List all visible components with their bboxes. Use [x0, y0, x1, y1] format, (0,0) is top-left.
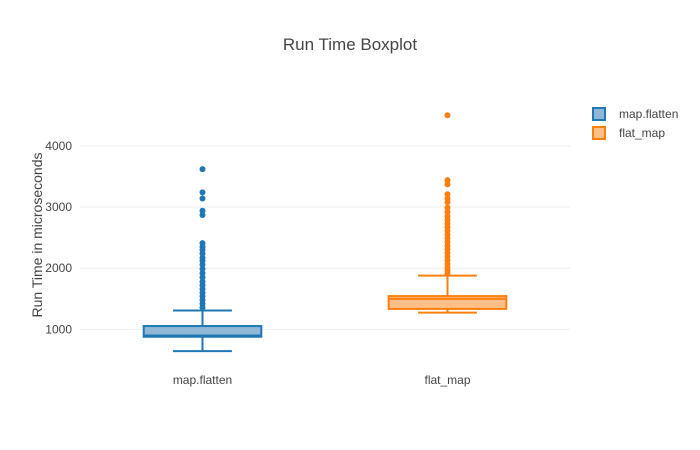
outlier-point [199, 240, 206, 247]
outlier-point [199, 270, 206, 277]
box-series [387, 112, 508, 314]
chart-title: Run Time Boxplot [283, 35, 417, 54]
outlier-point [199, 265, 206, 272]
y-tick-label: 1000 [45, 322, 72, 336]
outlier-point [444, 204, 451, 211]
outlier-point [199, 278, 206, 285]
legend-swatch [592, 107, 606, 121]
outlier-point [444, 191, 451, 198]
box-series [142, 166, 263, 353]
outlier-point [199, 212, 206, 219]
x-tick-label: flat_map [424, 373, 470, 387]
outlier-point [199, 166, 206, 173]
legend: map.flatten flat_map [592, 107, 678, 140]
y-tick-label: 3000 [45, 200, 72, 214]
legend-label: map.flatten [619, 107, 678, 121]
legend-swatch [592, 126, 606, 140]
legend-item[interactable]: flat_map [592, 126, 665, 140]
box-iqr [142, 325, 263, 338]
x-tick-label: map.flatten [173, 373, 232, 387]
outlier-point [444, 213, 451, 220]
outlier-point [444, 181, 451, 188]
outlier-point [444, 112, 451, 119]
y-axis-label: Run Time in microseconds [29, 153, 45, 318]
outlier-point [199, 195, 206, 202]
outlier-point [199, 189, 206, 196]
outlier-point [199, 254, 206, 261]
gridlines [80, 145, 570, 330]
y-tick-label: 4000 [45, 139, 72, 153]
outlier-point [444, 195, 451, 202]
outlier-point [199, 207, 206, 214]
y-axis-ticks: 1000 2000 3000 4000 [45, 139, 72, 337]
legend-label: flat_map [619, 126, 665, 140]
x-axis-ticks: map.flatten flat_map [173, 373, 471, 387]
y-tick-label: 2000 [45, 261, 72, 275]
outlier-point [444, 177, 451, 184]
legend-item[interactable]: map.flatten [592, 107, 678, 121]
outlier-point [199, 274, 206, 281]
plot-area [142, 112, 508, 353]
outlier-point [444, 208, 451, 215]
